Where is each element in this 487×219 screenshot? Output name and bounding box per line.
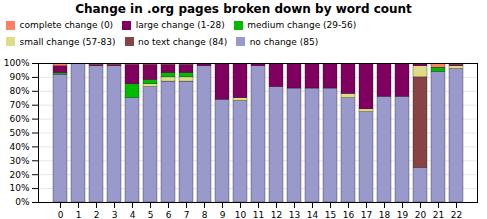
html-text:large change (1-28): large change (1-28) xyxy=(135,20,225,31)
svg-text:9: 9 xyxy=(220,209,226,219)
svg-text:0: 0 xyxy=(58,209,64,219)
svg-text:13: 13 xyxy=(289,209,300,219)
svg-text:21: 21 xyxy=(433,209,444,219)
svg-text:16: 16 xyxy=(343,209,355,219)
svg-text:90%: 90% xyxy=(9,72,29,82)
svg-text:5: 5 xyxy=(148,209,154,219)
svg-text:22: 22 xyxy=(451,209,462,219)
svg-text:2: 2 xyxy=(94,209,100,219)
svg-text:1: 1 xyxy=(76,209,82,219)
html-text:complete change (0): complete change (0) xyxy=(19,20,114,31)
svg-text:10: 10 xyxy=(235,209,247,219)
html-text:small change (57-83): small change (57-83) xyxy=(19,36,116,47)
svg-text:19: 19 xyxy=(397,209,409,219)
svg-text:40%: 40% xyxy=(9,141,29,151)
svg-text:20: 20 xyxy=(415,209,427,219)
svg-text:100%: 100% xyxy=(4,58,30,68)
svg-text:20%: 20% xyxy=(9,169,29,179)
svg-text:7: 7 xyxy=(184,209,190,219)
svg-text:60%: 60% xyxy=(9,113,29,123)
svg-text:30%: 30% xyxy=(9,155,29,165)
svg-text:0%: 0% xyxy=(15,197,30,207)
svg-text:10%: 10% xyxy=(9,183,29,193)
svg-text:50%: 50% xyxy=(9,127,29,137)
svg-text:4: 4 xyxy=(130,209,136,219)
svg-text:6: 6 xyxy=(166,209,172,219)
html-text:no text change (84): no text change (84) xyxy=(138,36,228,47)
svg-text:18: 18 xyxy=(379,209,391,219)
svg-text:12: 12 xyxy=(271,209,282,219)
svg-text:15: 15 xyxy=(325,209,336,219)
html-text:no change (85): no change (85) xyxy=(249,36,319,47)
svg-text:70%: 70% xyxy=(9,100,29,110)
html-text:Change in .org pages broken do: Change in .org pages broken down by word… xyxy=(75,2,412,16)
svg-text:14: 14 xyxy=(307,209,319,219)
svg-text:11: 11 xyxy=(253,209,264,219)
html-text:medium change (29-56): medium change (29-56) xyxy=(247,20,357,31)
svg-text:17: 17 xyxy=(361,209,372,219)
svg-text:3: 3 xyxy=(112,209,118,219)
svg-text:8: 8 xyxy=(202,209,208,219)
svg-text:80%: 80% xyxy=(9,86,29,96)
